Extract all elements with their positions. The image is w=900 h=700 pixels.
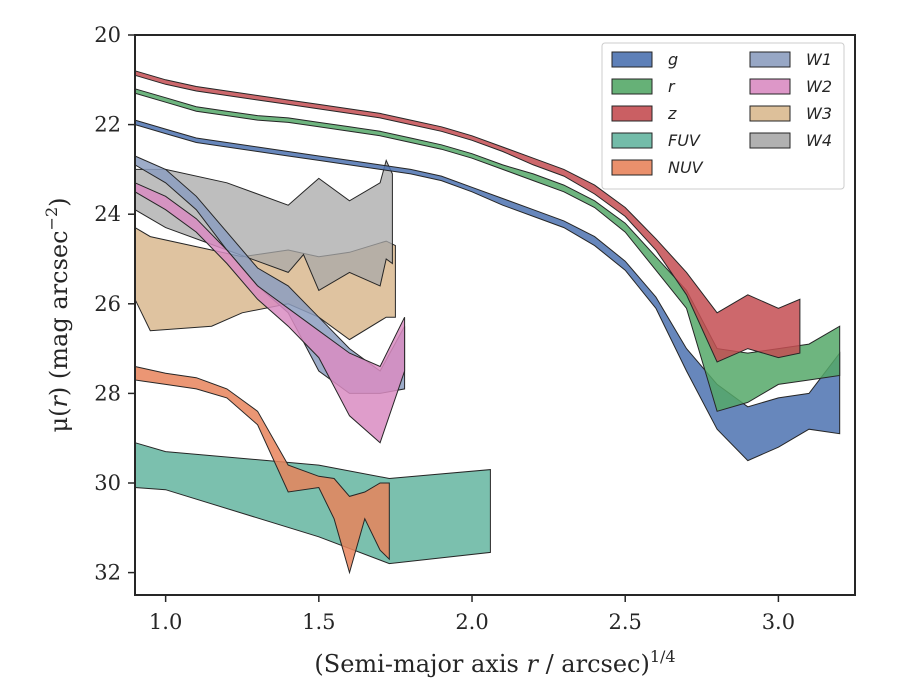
y-tick-label: 28 (94, 381, 121, 405)
legend: grz FUV NUV W1 W2 W3 W4 (601, 42, 845, 190)
x-tick-label: 1.0 (149, 610, 182, 634)
y-tick-label: 22 (94, 113, 121, 137)
legend-item-w2: W2 (749, 77, 832, 96)
y-axis-label: μ(r) (mag arcsec−2) (42, 197, 73, 432)
legend-item-w1: W1 (749, 50, 832, 69)
surface-brightness-bands (134, 70, 841, 575)
y-tick-label: 24 (94, 202, 121, 226)
legend-entries: grz FUV NUV W1 W2 W3 W4 (611, 50, 832, 177)
band-w1 (134, 155, 406, 394)
legend-swatch (611, 51, 653, 68)
legend-swatch (749, 78, 791, 95)
x-axis-ticks: 1.0 1.5 2.0 2.5 3.0 (149, 595, 795, 634)
legend-swatch (611, 132, 653, 149)
axes-frame (134, 34, 856, 596)
legend-label: g (668, 50, 678, 69)
legend-item-w4: W4 (749, 131, 832, 150)
legend-swatch (749, 132, 791, 149)
legend-label: W1 (806, 50, 832, 69)
legend-label: NUV (668, 158, 704, 177)
legend-label: W4 (806, 131, 832, 150)
legend-swatch (611, 105, 653, 122)
x-tick-label: 3.0 (762, 610, 795, 634)
legend-item-g: g (611, 50, 678, 69)
x-axis-label: (Semi-major axis r / arcsec)1/4 (314, 647, 675, 678)
legend-label: W2 (806, 77, 832, 96)
band-nuv (134, 365, 390, 575)
legend-label: W3 (806, 104, 832, 123)
band-w2 (134, 182, 406, 444)
y-axis-ticks: 20 22 24 26 28 30 32 (94, 23, 135, 585)
legend-label: z (667, 104, 677, 123)
legend-swatch (611, 159, 653, 176)
legend-label: FUV (668, 131, 701, 150)
y-tick-label: 30 (94, 471, 121, 495)
legend-swatch (611, 78, 653, 95)
y-tick-label: 32 (94, 561, 121, 585)
x-tick-label: 2.5 (609, 610, 642, 634)
legend-item-r: r (611, 77, 676, 96)
legend-item-z: z (611, 104, 677, 123)
y-tick-label: 26 (94, 292, 121, 316)
band-g (134, 119, 841, 462)
legend-label: r (668, 77, 676, 96)
legend-item-w3: W3 (749, 104, 832, 123)
legend-swatch (749, 51, 791, 68)
y-tick-label: 20 (94, 23, 121, 47)
band-z (134, 70, 801, 363)
x-tick-label: 2.0 (455, 610, 488, 634)
band-fuv (134, 442, 491, 565)
legend-item-nuv: NUV (611, 158, 704, 177)
x-tick-label: 1.5 (302, 610, 335, 634)
legend-item-fuv: FUV (611, 131, 701, 150)
band-r (134, 88, 841, 412)
legend-swatch (749, 105, 791, 122)
